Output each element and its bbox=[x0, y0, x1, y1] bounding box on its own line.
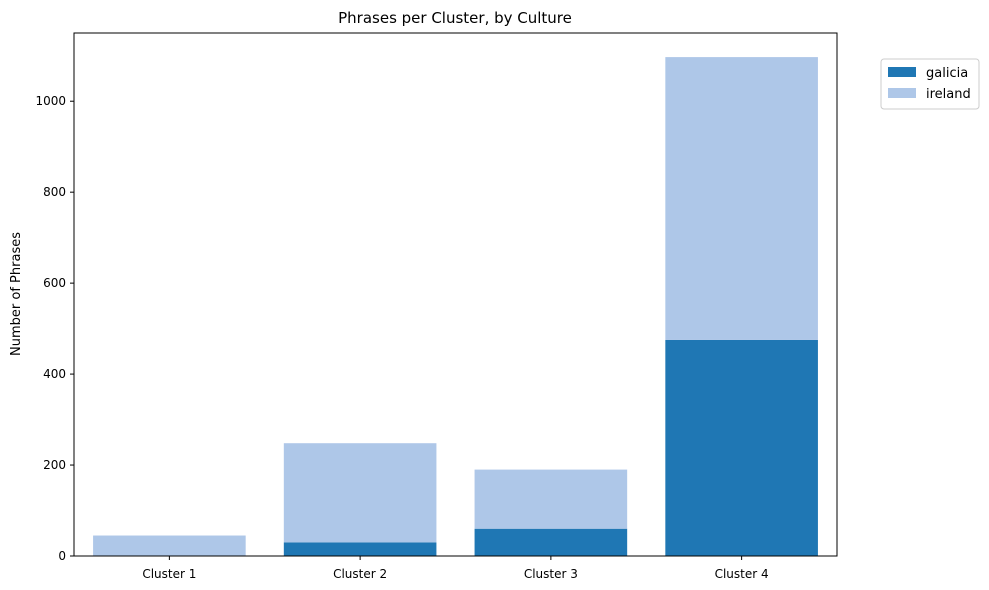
x-tick-label: Cluster 1 bbox=[142, 567, 196, 581]
x-tick-label: Cluster 3 bbox=[524, 567, 578, 581]
bar-galicia-3 bbox=[474, 528, 628, 556]
bar-galicia-2 bbox=[283, 542, 437, 556]
legend-swatch-galicia bbox=[888, 67, 916, 77]
bar-ireland-4 bbox=[665, 57, 818, 340]
legend: galicia ireland bbox=[880, 58, 980, 110]
chart-title: Phrases per Cluster, by Culture bbox=[338, 9, 572, 27]
y-tick-label: 1000 bbox=[35, 94, 66, 108]
x-tick-label: Cluster 4 bbox=[715, 567, 769, 581]
bar-galicia-4 bbox=[665, 339, 818, 556]
legend-label-galicia: galicia bbox=[926, 66, 968, 81]
legend-swatch-ireland bbox=[888, 88, 916, 98]
axes-frame bbox=[73, 32, 838, 557]
plot-area: Cluster 1 Cluster 2 Cluster 3 Cluster 4 0 200… bbox=[35, 32, 838, 581]
bar-ireland-1 bbox=[93, 535, 246, 556]
x-tick-label: Cluster 2 bbox=[333, 567, 387, 581]
y-tick-label: 0 bbox=[58, 549, 66, 563]
y-axis-label: Number of Phrases bbox=[9, 232, 24, 356]
y-tick-label: 600 bbox=[43, 276, 66, 290]
y-tick-label: 200 bbox=[43, 458, 66, 472]
bar-ireland-2 bbox=[283, 443, 437, 543]
y-tick-label: 800 bbox=[43, 185, 66, 199]
bar-ireland-3 bbox=[474, 469, 628, 529]
legend-label-ireland: ireland bbox=[926, 87, 971, 102]
y-tick-label: 400 bbox=[43, 367, 66, 381]
